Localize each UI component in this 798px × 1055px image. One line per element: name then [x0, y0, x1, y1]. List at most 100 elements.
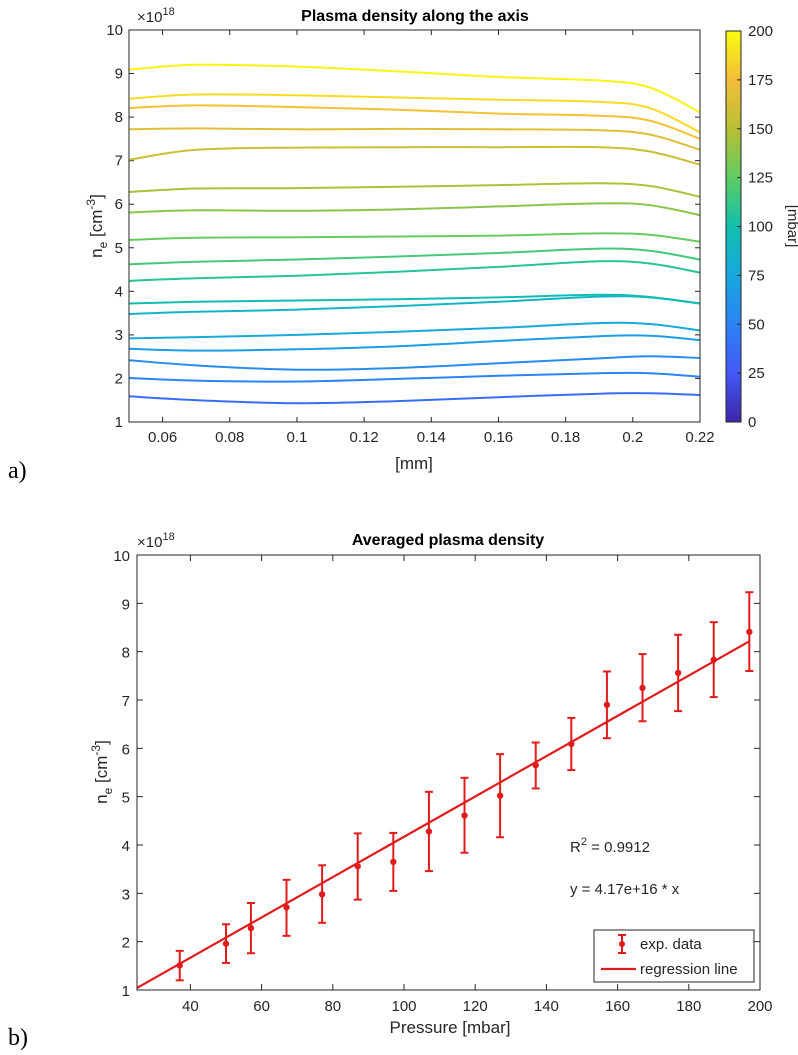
chart-b-plot-box — [136, 554, 761, 991]
chart-a-y-ticks: 1 2 3 4 5 6 7 8 9 10 — [106, 22, 700, 431]
density-line-167mbar — [128, 127, 701, 151]
chart-a-y-tick-label: 9 — [115, 66, 123, 83]
data-marker — [425, 828, 433, 835]
colorbar-tick-label: 175 — [748, 72, 773, 89]
chart-a-x-tick-label: 0.2 — [622, 429, 643, 446]
chart-a-y-tick-label: 4 — [115, 283, 123, 300]
colorbar-ticks: 0 25 50 75 100 125 150 175 200 — [737, 23, 773, 431]
chart-b-y-exponent: ×1018 — [137, 531, 175, 551]
legend-marker-exp-data — [618, 934, 626, 954]
chart-a-title: Plasma density along the axis — [301, 8, 529, 25]
colorbar-tick-label: 0 — [748, 414, 756, 431]
data-marker — [532, 762, 539, 769]
chart-b-y-label: ne [cm-3] — [89, 740, 115, 804]
legend: exp. data regression line — [593, 929, 755, 983]
data-marker — [390, 858, 397, 866]
chart-b-y-tick-label: 9 — [122, 596, 130, 613]
data-point-97mbar — [389, 831, 398, 892]
chart-a-x-tick-label: 0.12 — [350, 429, 379, 446]
density-line-157mbar — [128, 145, 701, 166]
data-point-107mbar — [424, 790, 433, 873]
chart-b-x-tick-label: 180 — [676, 998, 701, 1015]
data-marker — [603, 701, 611, 709]
chart-a-x-tick-label: 0.22 — [685, 429, 714, 446]
density-line-127mbar — [128, 232, 701, 243]
chart-a-y-tick-label: 6 — [115, 196, 123, 213]
data-marker — [710, 656, 717, 664]
data-point-87mbar — [353, 832, 362, 901]
panel-letter-a: a) — [8, 458, 27, 484]
density-line-177mbar — [128, 104, 701, 140]
chart-a-plot-box — [128, 29, 701, 423]
colorbar-tick-label: 100 — [748, 219, 773, 236]
colorbar-tick-label: 75 — [748, 267, 765, 284]
density-line-77mbar — [128, 321, 701, 340]
chart-b-y-tick-label: 8 — [122, 645, 130, 662]
data-point-117mbar — [460, 776, 469, 854]
data-point-157mbar — [602, 670, 611, 740]
density-line-97mbar — [128, 293, 701, 305]
colorbar-tick-label: 25 — [748, 365, 765, 382]
legend-label-regression: regression line — [640, 961, 738, 978]
data-marker — [247, 924, 255, 932]
density-line-137mbar — [128, 202, 701, 217]
chart-b-y-tick-label: 4 — [122, 838, 130, 855]
chart-b: b) Averaged plasma density ×1018 1 2 3 4 5 6 7… — [8, 531, 773, 1051]
chart-a-x-label: [mm] — [395, 454, 433, 473]
data-marker — [568, 740, 575, 748]
chart-a-y-exponent: ×1018 — [137, 6, 175, 26]
density-line-197mbar — [128, 63, 701, 114]
data-marker — [283, 904, 290, 911]
chart-a-y-tick-label: 7 — [115, 153, 123, 170]
chart-b-series — [136, 591, 754, 989]
chart-b-x-tick-label: 200 — [747, 998, 772, 1015]
chart-a-x-tick-label: 0.18 — [551, 429, 580, 446]
density-line-57mbar — [128, 355, 701, 371]
density-line-117mbar — [128, 247, 701, 266]
data-point-50mbar — [222, 923, 230, 964]
colorbar-tick-label: 50 — [748, 316, 765, 333]
chart-b-y-tick-label: 6 — [122, 741, 130, 758]
chart-a-y-tick-label: 1 — [115, 414, 123, 431]
data-marker — [496, 792, 504, 799]
chart-b-x-tick-label: 140 — [534, 998, 559, 1015]
chart-a-x-tick-label: 0.1 — [287, 429, 308, 446]
chart-a: a) Plasma density along the axis ×1018 1… — [8, 6, 798, 484]
panel-letter-b: b) — [8, 1025, 28, 1051]
chart-b-y-tick-label: 5 — [122, 790, 130, 807]
data-point-187mbar — [709, 621, 718, 699]
chart-a-x-tick-label: 0.08 — [215, 429, 244, 446]
chart-a-y-tick-label: 3 — [115, 327, 123, 344]
chart-b-y-ticks: 1 2 3 4 5 6 7 8 9 10 — [113, 548, 760, 1000]
density-line-107mbar — [128, 260, 701, 282]
chart-a-x-ticks: 0.06 0.08 0.1 0.12 0.14 0.16 0.18 0.2 0.22 — [148, 30, 715, 446]
chart-b-y-tick-label: 10 — [113, 548, 130, 565]
regression-line — [136, 640, 750, 989]
chart-b-y-tick-label: 7 — [122, 693, 130, 710]
chart-a-x-tick-label: 0.06 — [148, 429, 177, 446]
chart-b-title: Averaged plasma density — [352, 532, 544, 549]
data-marker — [354, 863, 361, 870]
density-line-67mbar — [128, 334, 701, 352]
density-line-50mbar — [128, 371, 701, 383]
data-point-197mbar — [745, 591, 754, 672]
data-point-127mbar — [496, 753, 505, 839]
data-point-137mbar — [531, 741, 540, 790]
legend-label-exp-data: exp. data — [640, 936, 702, 953]
colorbar-tick-label: 125 — [748, 170, 773, 187]
colorbar-tick-label: 200 — [748, 23, 773, 40]
density-line-187mbar — [128, 93, 701, 134]
data-point-67mbar — [282, 878, 291, 937]
chart-a-y-tick-label: 8 — [115, 109, 123, 126]
chart-b-y-tick-label: 1 — [122, 983, 130, 1000]
data-point-177mbar — [674, 633, 683, 713]
regression-equation: y = 4.17e+16 * x — [570, 881, 680, 898]
chart-b-x-tick-label: 100 — [391, 998, 416, 1015]
colorbar-tick-label: 150 — [748, 121, 773, 138]
chart-a-y-tick-label: 2 — [115, 370, 123, 387]
data-point-147mbar — [567, 716, 576, 772]
data-marker — [222, 940, 230, 947]
chart-a-y-tick-label: 5 — [115, 240, 123, 257]
legend-box — [593, 929, 755, 983]
chart-a-x-tick-label: 0.14 — [417, 429, 446, 446]
